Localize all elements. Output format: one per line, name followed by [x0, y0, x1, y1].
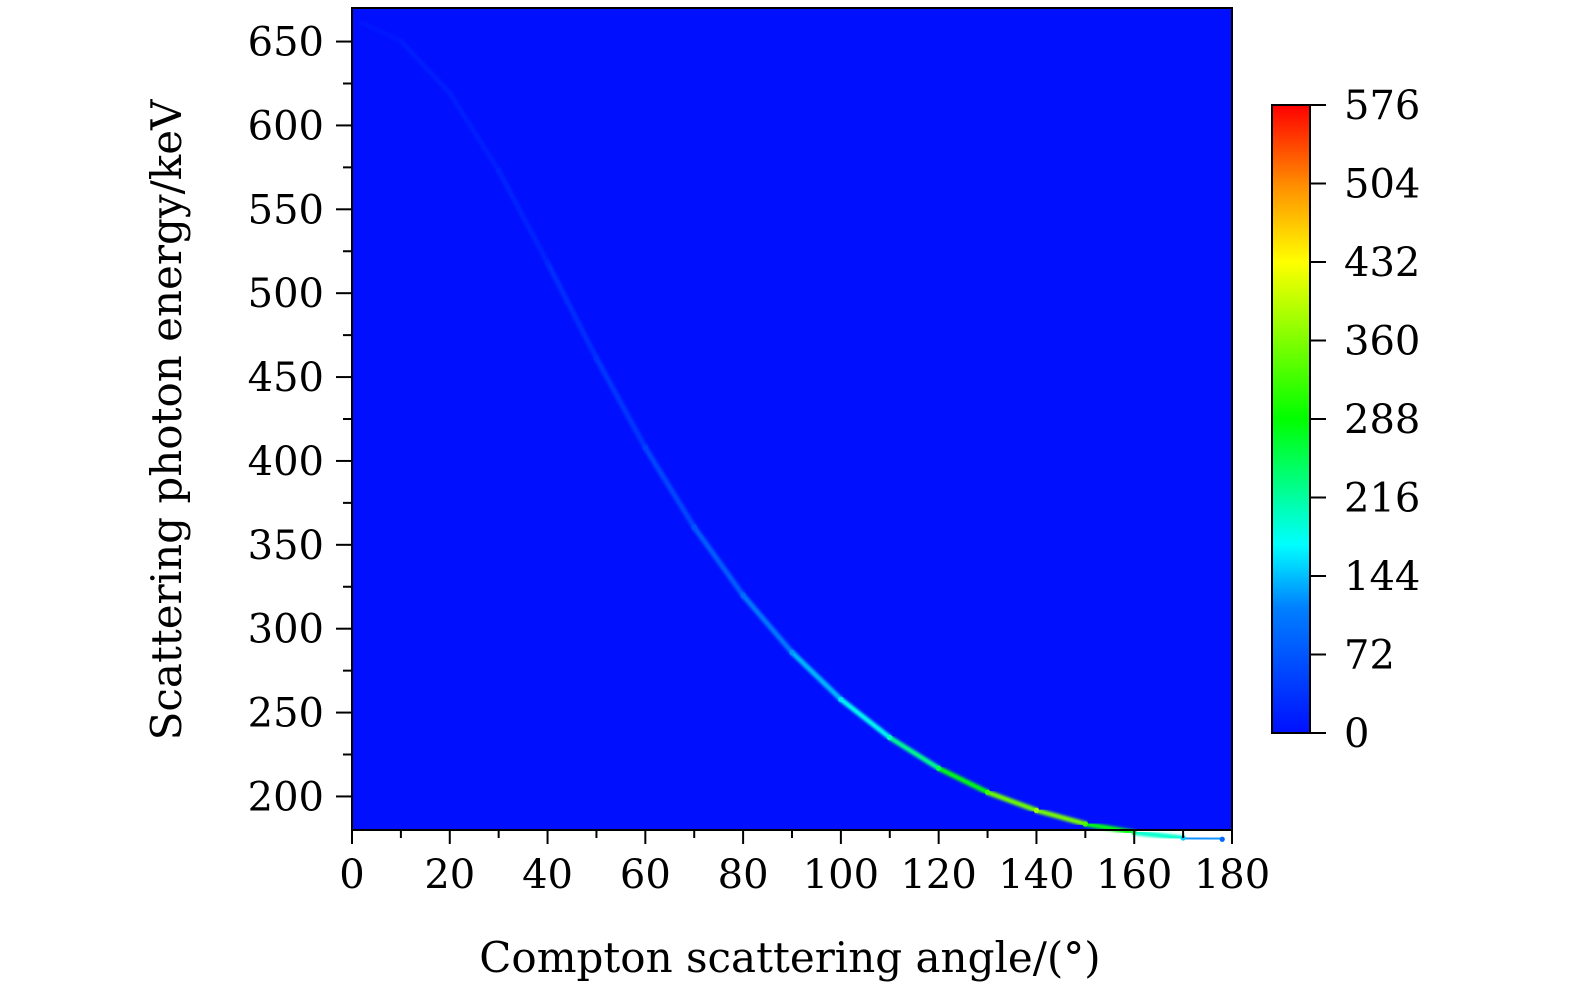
curve-segment [545, 260, 599, 361]
curve-segment [789, 649, 844, 702]
curve-segment [838, 696, 893, 741]
curve-segment [1033, 807, 1088, 827]
curve-segment [642, 445, 697, 530]
y-tick-label: 250 [248, 691, 324, 737]
y-tick-label: 300 [248, 607, 324, 653]
data-point [936, 765, 942, 771]
data-point [789, 649, 795, 655]
x-tick-label: 60 [620, 852, 671, 898]
colorbar-tick-label: 72 [1344, 633, 1395, 679]
curve-segment [398, 38, 453, 96]
curve-segment [1180, 835, 1225, 842]
y-tick-label: 400 [248, 439, 324, 485]
curve-segment [691, 524, 746, 598]
colorbar-tick-label: 144 [1344, 554, 1420, 600]
data-point [496, 167, 502, 174]
y-tick-label: 450 [248, 355, 324, 401]
data-point [838, 696, 844, 702]
x-tick-label: 100 [803, 852, 879, 898]
data-point [1033, 807, 1040, 813]
plot-background [352, 8, 1232, 830]
colorbar-axis: 0 72 144 216 288 360 432 504 576 [1310, 83, 1420, 757]
y-tick-label: 600 [248, 103, 324, 149]
data-point [447, 90, 453, 96]
y-axis-title: Scattering photon energy/keV [142, 99, 191, 740]
scatter-curve [359, 19, 1225, 842]
data-point [984, 789, 991, 795]
y-tick-label: 500 [248, 271, 324, 317]
curve-segment [447, 90, 502, 174]
curve-segment [740, 592, 795, 655]
colorbar-tick-label: 576 [1344, 83, 1420, 129]
data-point [359, 19, 365, 26]
y-axis: 200 250 300 350 400 450 500 550 600 650 [248, 20, 352, 820]
y-tick-label: 550 [248, 187, 324, 233]
x-axis-title: Compton scattering angle/(°) [479, 933, 1100, 982]
data-point [691, 524, 697, 530]
x-tick-label: 80 [718, 852, 769, 898]
data-point [1219, 836, 1225, 842]
x-axis: 0 20 40 60 80 100 120 140 160 180 [339, 830, 1270, 898]
curve-segment [1131, 830, 1186, 841]
y-tick-label: 200 [248, 774, 324, 820]
colorbar-tick-label: 360 [1344, 319, 1420, 365]
data-point [398, 38, 404, 44]
colorbar [1271, 104, 1311, 734]
y-tick-label: 350 [248, 523, 324, 569]
x-tick-label: 20 [424, 852, 475, 898]
x-tick-label: 140 [998, 852, 1074, 898]
curve-segment [887, 735, 942, 771]
data-point [1082, 821, 1088, 827]
curve-segment [593, 355, 648, 451]
curve-segment [936, 765, 991, 795]
data-point [642, 445, 648, 451]
x-tick-label: 120 [900, 852, 976, 898]
x-tick-label: 160 [1096, 852, 1172, 898]
colorbar-tick-label: 504 [1344, 162, 1420, 208]
colorbar-tick-label: 216 [1344, 476, 1420, 522]
data-point [740, 592, 746, 598]
curve-segment [1082, 821, 1137, 836]
curve-segment [985, 789, 1039, 813]
y-tick-label: 650 [248, 20, 324, 66]
colorbar-tick-label: 432 [1344, 240, 1420, 286]
curve-segment [359, 20, 404, 44]
x-tick-label: 180 [1194, 852, 1270, 898]
data-point [887, 734, 893, 741]
x-tick-label: 0 [339, 852, 364, 898]
colorbar-tick-label: 0 [1344, 711, 1369, 757]
data-point [1180, 835, 1186, 841]
colorbar-tick-label: 288 [1344, 397, 1420, 443]
data-point [593, 355, 600, 361]
x-tick-label: 40 [522, 852, 573, 898]
data-point [544, 260, 551, 266]
curve-segment [496, 168, 551, 266]
